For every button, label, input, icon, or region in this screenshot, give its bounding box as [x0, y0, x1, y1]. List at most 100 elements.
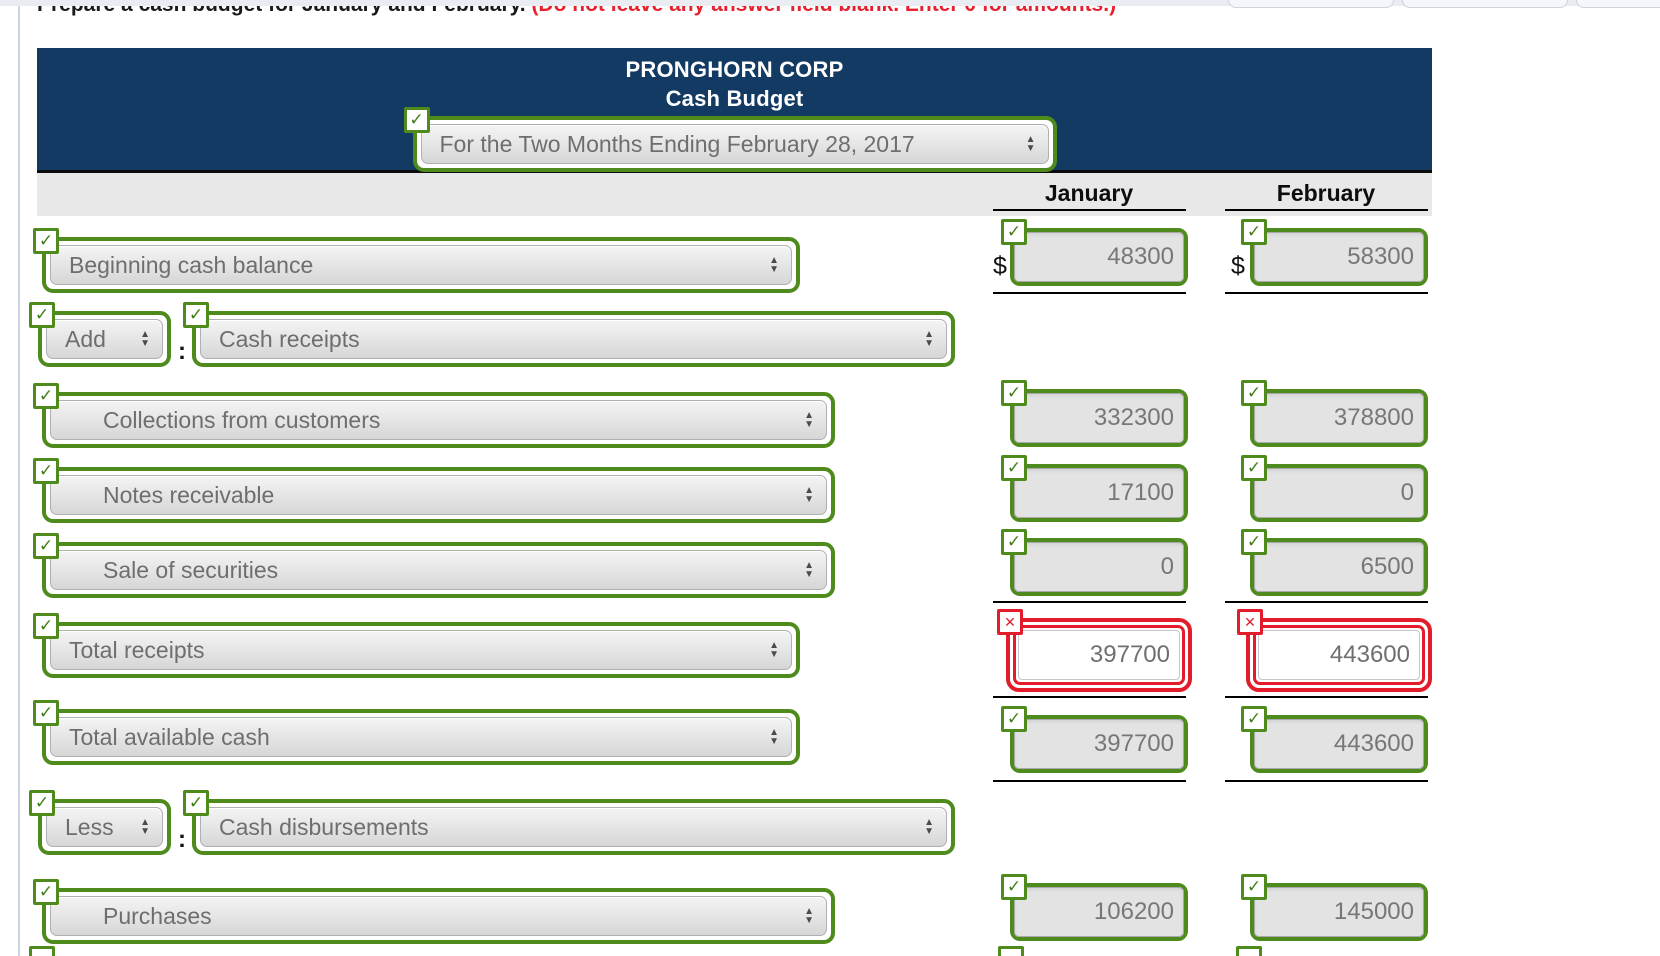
select-arrows-icon: ▲ ▼ — [924, 329, 934, 349]
correct-indicator: ✓ — [33, 879, 59, 905]
total-available-cash-select[interactable]: Total available cash ▲ ▼ — [50, 717, 792, 757]
total-receipts-select[interactable]: Total receipts ▲ ▼ — [50, 630, 792, 670]
check-icon: ✓ — [188, 793, 204, 812]
notes-receivable-jan-input[interactable]: 17100 — [1014, 468, 1184, 518]
correct-indicator: ✓ — [183, 790, 209, 816]
column-header-january: January — [1044, 180, 1134, 206]
correct-indicator: ✓ — [1241, 455, 1267, 481]
total-receipts-feb-input[interactable]: 443600 — [1258, 630, 1420, 680]
select-arrows-icon: ▲ ▼ — [924, 817, 934, 837]
collections-jan-input[interactable]: 332300 — [1014, 393, 1184, 443]
cash-disbursements-select[interactable]: Cash disbursements ▲ ▼ — [200, 807, 947, 847]
correct-indicator: ✓ — [1001, 529, 1027, 555]
correct-indicator: ✓ — [1001, 380, 1027, 406]
beginning-cash-feb-input[interactable]: 58300 — [1254, 232, 1424, 282]
check-icon: ✓ — [1006, 383, 1022, 402]
select-value: Total receipts — [69, 636, 205, 663]
check-icon: ✓ — [1006, 222, 1022, 241]
less-select-wrapper: ✓ Less ▲ ▼ — [29, 790, 171, 855]
check-icon: ✓ — [1246, 458, 1262, 477]
sale-securities-jan-input-wrapper: ✓ 0 — [1001, 529, 1188, 596]
sale-securities-jan-input[interactable]: 0 — [1014, 542, 1184, 592]
left-border-rule — [18, 0, 20, 956]
underline — [1225, 292, 1428, 294]
total-receipts-feb-input-wrapper: ✕ 443600 — [1237, 609, 1432, 692]
x-icon: ✕ — [1244, 614, 1256, 630]
cash-receipts-select[interactable]: Cash receipts ▲ ▼ — [200, 319, 947, 359]
month-header-band — [37, 173, 1432, 216]
incorrect-indicator: ✕ — [997, 609, 1023, 635]
notes-receivable-feb-input[interactable]: 0 — [1254, 468, 1424, 518]
total-available-jan-input-wrapper: ✓ 397700 — [1001, 706, 1188, 773]
cash-disbursements-select-wrapper: ✓ Cash disbursements ▲ ▼ — [183, 790, 955, 855]
underline — [993, 601, 1186, 603]
select-value: Sale of securities — [103, 556, 279, 583]
purchases-select[interactable]: Purchases ▲ ▼ — [50, 896, 827, 936]
total-receipts-jan-input-wrapper: ✕ 397700 — [997, 609, 1192, 692]
sale-securities-feb-input-wrapper: ✓ 6500 — [1241, 529, 1428, 596]
select-arrows-icon: ▲ ▼ — [140, 329, 150, 349]
collections-feb-input[interactable]: 378800 — [1254, 393, 1424, 443]
add-select[interactable]: Add ▲ ▼ — [46, 319, 163, 359]
less-select[interactable]: Less ▲ ▼ — [46, 807, 163, 847]
correct-indicator: ✓ — [403, 107, 430, 133]
correct-indicator: ✓ — [29, 302, 55, 328]
colon-separator: : — [178, 826, 186, 853]
collections-select-wrapper: ✓ Collections from customers ▲ ▼ — [33, 383, 835, 448]
check-icon: ✓ — [1006, 532, 1022, 551]
beginning-cash-balance-select[interactable]: Beginning cash balance ▲ ▼ — [50, 245, 792, 285]
sale-of-securities-select[interactable]: Sale of securities ▲ ▼ — [50, 550, 827, 590]
purchases-jan-input-wrapper: ✓ 106200 — [1001, 874, 1188, 941]
dollar-sign-january: $ — [993, 252, 1007, 280]
collections-select[interactable]: Collections from customers ▲ ▼ — [50, 400, 827, 440]
correct-indicator: ✓ — [33, 700, 59, 726]
dollar-sign-february: $ — [1231, 252, 1245, 280]
total-available-jan-input[interactable]: 397700 — [1014, 719, 1184, 769]
purchases-feb-input-wrapper: ✓ 145000 — [1241, 874, 1428, 941]
underline — [993, 780, 1186, 782]
correct-indicator: ✓ — [1241, 380, 1267, 406]
next-row-checkbox-stub — [29, 946, 55, 956]
select-value: Beginning cash balance — [69, 251, 314, 278]
check-icon: ✓ — [38, 703, 54, 722]
purchases-feb-input[interactable]: 145000 — [1254, 887, 1424, 937]
check-icon: ✓ — [38, 536, 54, 555]
notes-receivable-select[interactable]: Notes receivable ▲ ▼ — [50, 475, 827, 515]
select-value: Collections from customers — [103, 406, 381, 433]
underline — [993, 209, 1186, 211]
colon-separator: : — [178, 338, 186, 365]
chrome-tab-stub — [1576, 0, 1660, 8]
purchases-select-wrapper: ✓ Purchases ▲ ▼ — [33, 879, 835, 944]
total-receipts-jan-input[interactable]: 397700 — [1018, 630, 1180, 680]
select-value: Cash receipts — [219, 325, 360, 352]
total-available-feb-input-wrapper: ✓ 443600 — [1241, 706, 1428, 773]
select-value: Total available cash — [69, 723, 270, 750]
column-header-february: February — [1276, 180, 1376, 206]
correct-indicator: ✓ — [1241, 874, 1267, 900]
select-arrows-icon: ▲ ▼ — [769, 640, 779, 660]
correct-indicator: ✓ — [1241, 706, 1267, 732]
chrome-tab-stub — [1228, 0, 1394, 8]
underline — [1225, 696, 1428, 698]
cash-receipts-select-wrapper: ✓ Cash receipts ▲ ▼ — [183, 302, 955, 367]
beginning-cash-feb-input-wrapper: ✓ 58300 — [1241, 219, 1428, 286]
check-icon: ✓ — [1006, 877, 1022, 896]
sale-securities-feb-input[interactable]: 6500 — [1254, 542, 1424, 592]
check-icon: ✓ — [1006, 458, 1022, 477]
x-icon: ✕ — [1004, 614, 1016, 630]
notes-receivable-feb-input-wrapper: ✓ 0 — [1241, 455, 1428, 522]
period-select[interactable]: For the Two Months Ending February 28, 2… — [420, 124, 1049, 164]
purchases-jan-input[interactable]: 106200 — [1014, 887, 1184, 937]
select-value: Add — [65, 325, 106, 352]
beginning-cash-jan-input[interactable]: 48300 — [1014, 232, 1184, 282]
notes-receivable-select-wrapper: ✓ Notes receivable ▲ ▼ — [33, 458, 835, 523]
company-name: PRONGHORN CORP — [625, 57, 844, 82]
correct-indicator: ✓ — [1241, 529, 1267, 555]
select-value: Cash disbursements — [219, 813, 429, 840]
check-icon: ✓ — [1246, 877, 1262, 896]
period-select-wrapper: ✓ For the Two Months Ending February 28,… — [403, 107, 1057, 172]
chrome-strip — [0, 0, 1660, 6]
beginning-cash-balance-select-wrapper: ✓ Beginning cash balance ▲ ▼ — [33, 228, 800, 293]
total-available-feb-input[interactable]: 443600 — [1254, 719, 1424, 769]
correct-indicator: ✓ — [33, 228, 59, 254]
